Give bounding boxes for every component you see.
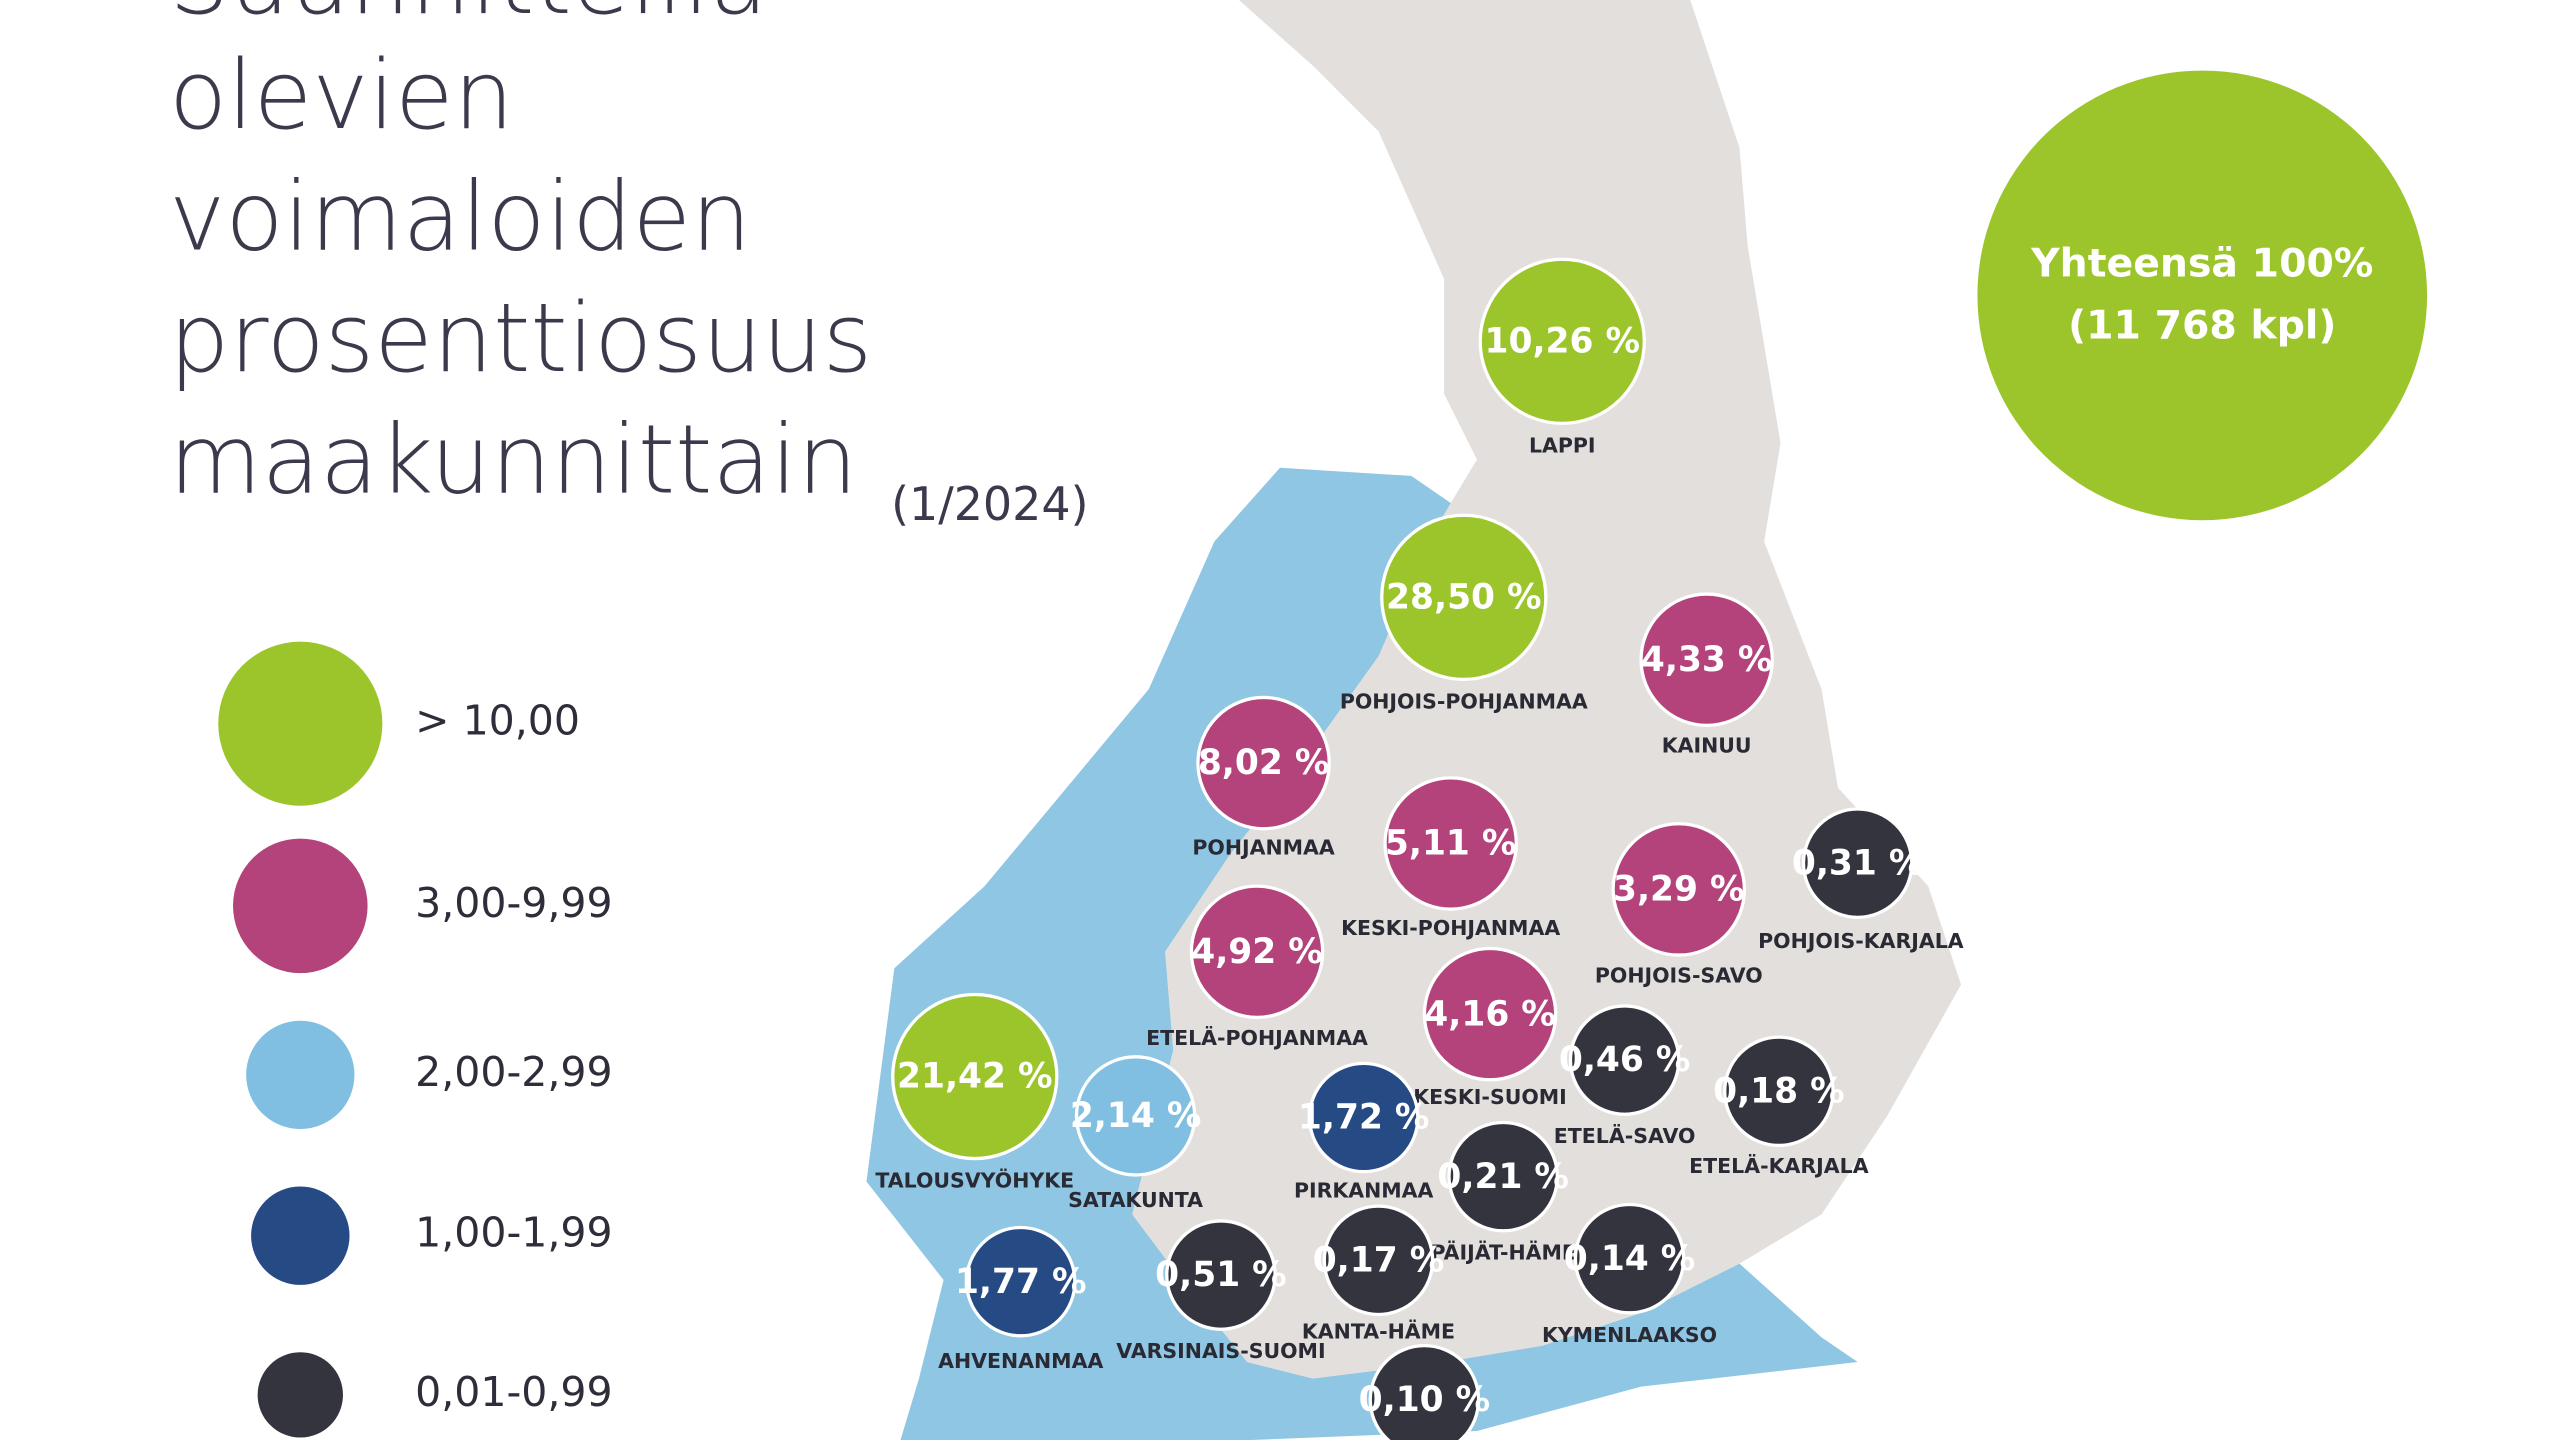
region-name: VARSINAIS-SUOMI [1116,1339,1325,1363]
region-bubble [1639,592,1774,727]
region-value: 8,02 % [1198,743,1330,783]
region-name: POHJOIS-SAVO [1595,963,1763,987]
region-value: 2,14 % [1070,1096,1202,1136]
region-bubble [1723,1035,1835,1148]
sea [866,467,1858,1440]
total-circle [1977,70,2428,521]
region-value: 21,42 % [897,1057,1053,1097]
region-value: 0,14 % [1564,1239,1696,1279]
region-name: LAPPI [1529,433,1596,457]
region-name: POHJANMAA [1192,835,1335,859]
region-value: 4,92 % [1191,932,1323,972]
region-name: KESKI-POHJANMAA [1341,916,1560,940]
legend-label: 1,00-1,99 [415,1209,612,1257]
legend-swatch [233,838,368,974]
region-bubble [1165,1219,1277,1331]
title-date: (1/2024) [891,477,1088,531]
region-name: PÄIJÄT-HÄME [1430,1240,1575,1265]
region-value: 1,72 % [1298,1098,1430,1138]
region-value: 0,21 % [1437,1157,1569,1197]
legend-swatch [251,1186,350,1285]
title-line: maakunnittain [169,405,858,515]
region-value: 1,77 % [955,1262,1087,1302]
region-bubble [1322,1204,1435,1317]
region-name: ETELÄ-KARJALA [1689,1153,1869,1178]
region-name: ETELÄ-SAVO [1554,1123,1696,1148]
region-bubble [1478,257,1646,426]
legend-swatch [246,1020,355,1130]
regions: 10,26 % LAPPI 28,50 % POHJOIS-POHJANMAA 4,33… [875,257,1964,1440]
total-text: Yhteensä 100% [2030,240,2373,286]
region-value: 10,26 % [1485,321,1641,361]
region-bubble [1383,776,1518,911]
legend-swatch [218,641,383,806]
region-bubble [1189,884,1325,1020]
region-value: 0,46 % [1559,1040,1691,1080]
title-line: Suunnitteilla [169,0,768,36]
region-value: 5,11 % [1385,824,1517,864]
region-name: ETELÄ-POHJANMAA [1146,1025,1368,1050]
legend-label: 0,01-0,99 [415,1368,612,1416]
title-line: olevien [169,41,514,151]
region-bubble [1447,1120,1559,1233]
region-bubble [1568,1004,1681,1116]
region-name: POHJOIS-POHJANMAA [1340,689,1588,713]
title-line: voimaloiden [169,162,751,272]
region-bubble [1307,1061,1420,1174]
region-name: AHVENANMAA [938,1349,1103,1373]
title-line: prosenttiosuus [169,284,872,394]
region-bubble [1368,1344,1481,1440]
region-name: KAINUU [1662,734,1752,758]
region-name: TALOUSVYÖHYKE [875,1168,1074,1193]
region-bubble [1422,946,1558,1082]
region-value: 0,18 % [1713,1071,1845,1111]
region-value: 0,10 % [1359,1380,1491,1420]
total-bubble: Yhteensä 100% (11 768 kpl) [1977,70,2428,521]
legend-label: 3,00-9,99 [415,879,612,927]
region-name: SATAKUNTA [1068,1188,1203,1212]
region-bubble [964,1225,1077,1338]
region-value: 0,17 % [1313,1240,1445,1280]
region-name: POHJOIS-KARJALA [1758,929,1964,953]
region-bubble [891,992,1059,1161]
total-text: (11 768 kpl) [2068,303,2336,349]
region-name: KANTA-HÄME [1302,1319,1455,1344]
region-value: 28,50 % [1386,577,1542,617]
legend-label: > 10,00 [415,697,580,745]
region-bubble [1573,1202,1686,1315]
region-value: 3,29 % [1613,870,1745,910]
land [1132,0,1962,1379]
region-value: 0,31 % [1792,843,1924,883]
region-bubble [1196,695,1331,831]
region-bubble [1611,822,1747,957]
legend-swatch [257,1352,343,1438]
region-bubble [1801,807,1914,919]
region-bubble [1380,513,1548,682]
region-name: KESKI-SUOMI [1413,1085,1567,1109]
region-value: 0,51 % [1155,1255,1287,1295]
region-name: PIRKANMAA [1294,1178,1434,1202]
region-name: KYMENLAAKSO [1542,1323,1717,1347]
region-bubble [1074,1055,1197,1177]
region-value: 4,16 % [1424,994,1556,1034]
legend: > 10,00 3,00-9,99 2,00-2,99 1,00-1,99 0,01-0… [218,641,613,1438]
region-value: 4,33 % [1641,640,1773,680]
legend-label: 2,00-2,99 [415,1048,612,1096]
